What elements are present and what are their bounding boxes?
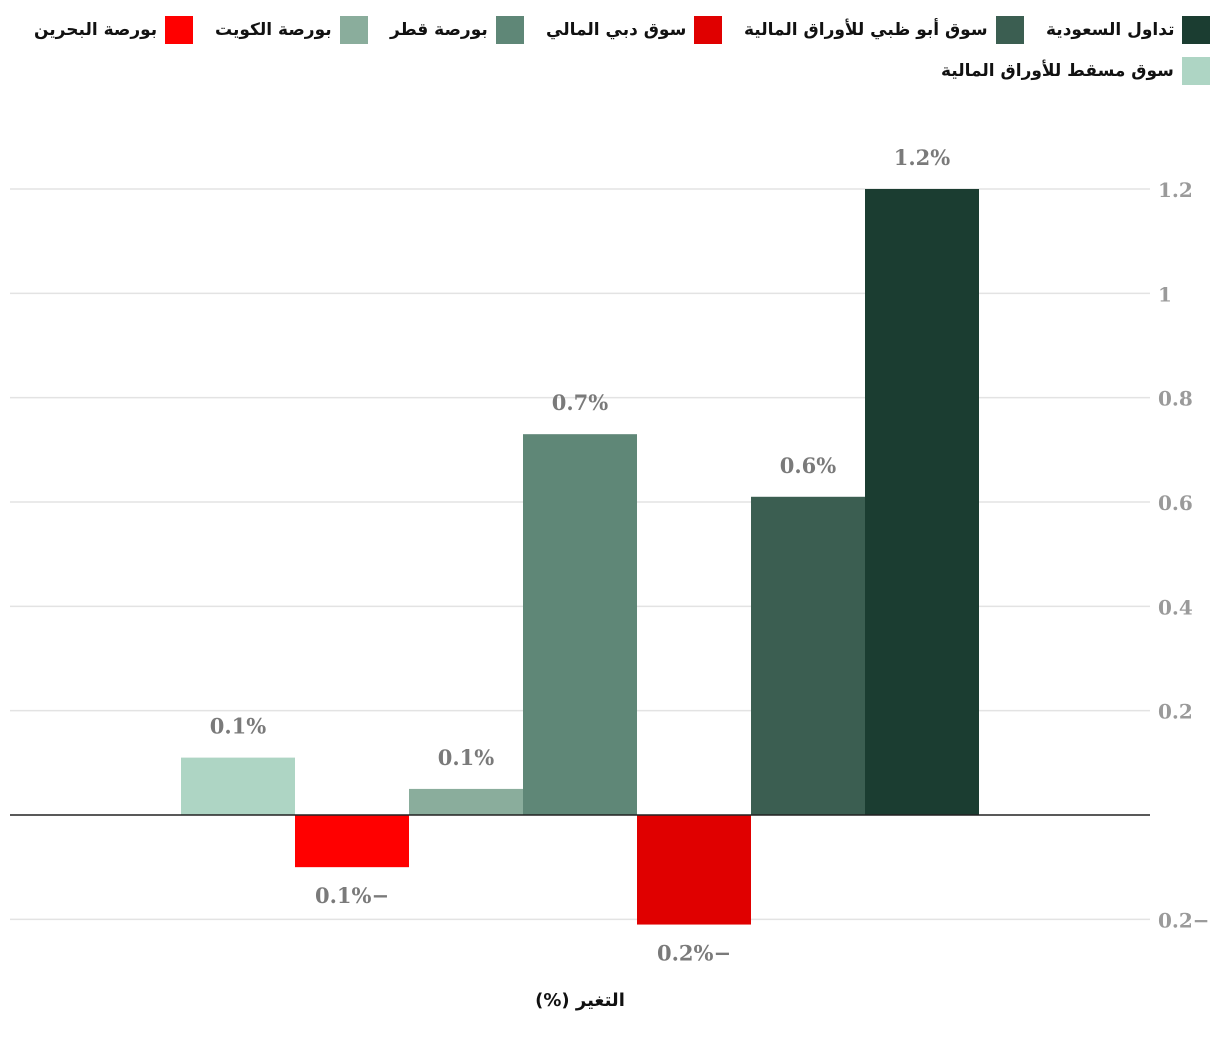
data-label: 0.1% [210,714,267,739]
bar [523,434,637,815]
y-axis-ticks: 0.2− 0.2 0.4 0.6 0.8 1 1.2 [1158,178,1210,932]
bar [865,189,979,815]
bar [181,757,295,815]
y-tick-label: 0.6 [1158,491,1193,515]
y-tick-label: 1.2 [1158,178,1193,202]
legend-swatch [165,16,194,44]
legend-swatch [1182,16,1211,44]
legend-label: بورصة البحرين [34,20,158,40]
legend-item: بورصة البحرين [34,15,194,45]
legend-swatch [339,16,368,44]
legend-swatch [1181,57,1210,85]
data-label: 0.1% [438,745,495,770]
legend-item: بورصة قطر [390,15,524,45]
legend-item: سوق دبي المالي [546,15,723,45]
legend-item: سوق أبو ظبي للأوراق المالية [744,15,1024,45]
legend-item: سوق مسقط للأوراق المالية [941,56,1210,86]
data-label: 0.7% [552,390,609,415]
data-label: 0.1%− [315,883,389,908]
y-tick-label: 0.4 [1158,595,1193,619]
legend: تداول السعودية سوق أبو ظبي للأوراق المالي… [0,0,1220,100]
legend-label: بورصة الكويت [215,20,332,40]
bars [181,189,979,925]
legend-label: سوق أبو ظبي للأوراق المالية [744,20,988,40]
legend-label: سوق مسقط للأوراق المالية [941,61,1174,81]
y-tick-label: 0.2 [1158,700,1193,724]
y-tick-label: 0.8 [1158,387,1193,411]
x-axis-title: التغير (%) [535,990,625,1011]
bar [637,815,751,925]
y-tick-label: 1 [1158,282,1172,306]
legend-item: بورصة الكويت [215,15,368,45]
legend-swatch [495,16,524,44]
data-labels: 1.2% 0.6% 0.2%− 0.7% 0.1% 0.1%− 0.1% [210,145,951,966]
legend-swatch [694,16,723,44]
data-label: 0.2%− [657,941,731,966]
bar [409,788,523,815]
y-tick-label: 0.2− [1158,908,1210,932]
legend-item: تداول السعودية [1046,15,1211,45]
bar [295,815,409,868]
data-label: 0.6% [780,453,837,478]
bar [751,496,865,815]
legend-swatch [995,16,1024,44]
legend-label: تداول السعودية [1046,20,1175,40]
data-label: 1.2% [894,145,951,170]
legend-label: سوق دبي المالي [546,20,687,40]
legend-label: بورصة قطر [390,20,488,40]
